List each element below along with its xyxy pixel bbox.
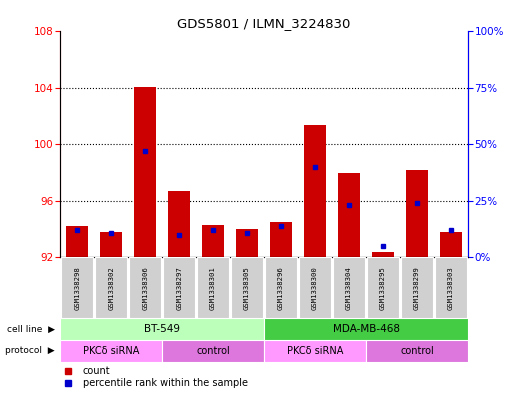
Bar	[264, 340, 366, 362]
Text: count: count	[83, 366, 110, 376]
Bar	[236, 229, 258, 257]
Text: PKCδ siRNA: PKCδ siRNA	[83, 346, 139, 356]
Text: GSM1338299: GSM1338299	[414, 266, 420, 310]
Bar	[265, 257, 298, 318]
Bar	[372, 252, 394, 257]
Bar	[60, 318, 264, 340]
Bar	[264, 318, 468, 340]
Text: percentile rank within the sample: percentile rank within the sample	[83, 378, 247, 388]
Text: GSM1338305: GSM1338305	[244, 266, 250, 310]
Bar	[366, 340, 468, 362]
Bar	[61, 257, 94, 318]
Bar	[168, 191, 190, 257]
Bar	[66, 226, 88, 257]
Text: BT-549: BT-549	[144, 324, 180, 334]
Bar	[435, 257, 468, 318]
Bar	[338, 173, 360, 257]
Bar	[333, 257, 366, 318]
Text: GSM1338301: GSM1338301	[210, 266, 216, 310]
Bar	[162, 340, 264, 362]
Bar	[401, 257, 434, 318]
Text: GSM1338298: GSM1338298	[74, 266, 80, 310]
Text: protocol  ▶: protocol ▶	[5, 346, 55, 355]
Bar	[95, 257, 128, 318]
Text: cell line  ▶: cell line ▶	[7, 325, 55, 334]
Text: GSM1338295: GSM1338295	[380, 266, 386, 310]
Text: control: control	[400, 346, 434, 356]
Text: GSM1338296: GSM1338296	[278, 266, 284, 310]
Bar	[163, 257, 196, 318]
Text: GSM1338302: GSM1338302	[108, 266, 114, 310]
Text: GSM1338304: GSM1338304	[346, 266, 352, 310]
Bar	[231, 257, 264, 318]
Bar	[367, 257, 400, 318]
Bar	[197, 257, 230, 318]
Bar	[202, 225, 224, 257]
Bar	[100, 232, 122, 257]
Text: PKCδ siRNA: PKCδ siRNA	[287, 346, 343, 356]
Text: GSM1338300: GSM1338300	[312, 266, 318, 310]
Title: GDS5801 / ILMN_3224830: GDS5801 / ILMN_3224830	[177, 17, 351, 30]
Bar	[60, 340, 162, 362]
Bar	[304, 125, 326, 257]
Bar	[406, 170, 428, 257]
Text: GSM1338297: GSM1338297	[176, 266, 182, 310]
Text: GSM1338306: GSM1338306	[142, 266, 148, 310]
Bar	[440, 232, 462, 257]
Bar	[270, 222, 292, 257]
Text: control: control	[196, 346, 230, 356]
Text: MDA-MB-468: MDA-MB-468	[333, 324, 400, 334]
Bar	[134, 86, 156, 257]
Bar	[129, 257, 162, 318]
Text: GSM1338303: GSM1338303	[448, 266, 454, 310]
Bar	[299, 257, 332, 318]
